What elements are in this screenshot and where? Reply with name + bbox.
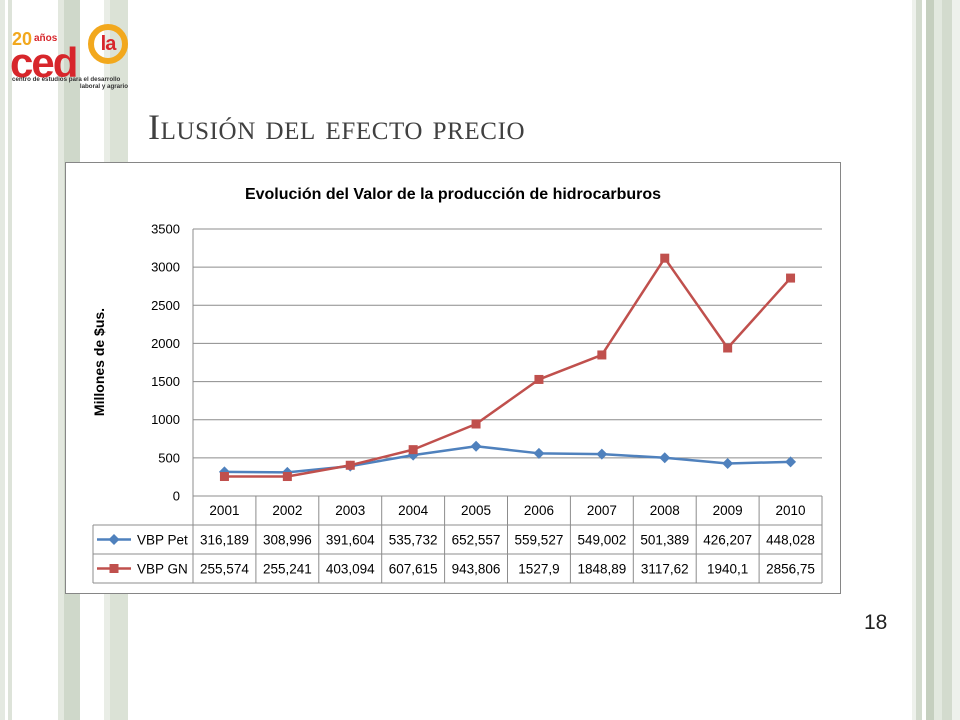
- data-point-vbp-pet: [785, 456, 797, 468]
- chart-container: Evolución del Valor de la producción de …: [65, 162, 841, 594]
- data-table-cell-vbp-gn: 2856,75: [766, 562, 815, 577]
- y-tick-label: 500: [158, 450, 180, 465]
- data-point-vbp-gn: [408, 445, 418, 455]
- x-category-label: 2003: [335, 503, 365, 518]
- legend-marker-vbp-gn: [109, 564, 119, 573]
- slide-title: Ilusión del efecto precio: [148, 107, 526, 147]
- data-table-cell-vbp-pet: 316,189: [200, 533, 249, 548]
- data-table-cell-vbp-pet: 448,028: [766, 533, 815, 548]
- data-table-cell-vbp-pet: 426,207: [703, 533, 752, 548]
- y-tick-label: 2000: [151, 336, 180, 351]
- data-point-vbp-gn: [597, 350, 607, 360]
- data-table-cell-vbp-pet: 559,527: [515, 533, 564, 548]
- data-table-cell-vbp-gn: 255,241: [263, 562, 312, 577]
- data-point-vbp-gn: [786, 273, 796, 283]
- data-point-vbp-gn: [282, 472, 292, 482]
- right-decorative-stripes: [912, 0, 960, 720]
- logo-years-word: años: [34, 33, 58, 44]
- data-table-cell-vbp-gn: 943,806: [452, 562, 501, 577]
- page-number: 18: [864, 611, 888, 634]
- logo-tagline-line1: centro de estudios para el desarrollo: [12, 76, 121, 83]
- y-tick-label: 3500: [151, 222, 180, 237]
- data-table-cell-vbp-pet: 501,389: [640, 533, 689, 548]
- logo-ring-icon: la: [88, 24, 128, 64]
- data-table-cell-vbp-gn: 1848,89: [577, 562, 626, 577]
- data-table-cell-vbp-gn: 255,574: [200, 562, 249, 577]
- data-point-vbp-gn: [345, 460, 355, 470]
- legend-label-vbp-gn: VBP GN: [137, 562, 188, 577]
- logo-years-number: 20: [12, 29, 33, 49]
- x-category-label: 2004: [398, 503, 429, 518]
- x-category-label: 2009: [713, 503, 743, 518]
- data-point-vbp-pet: [533, 447, 545, 459]
- x-category-label: 2005: [461, 503, 491, 518]
- logo-tagline-line2: laboral y agrario: [79, 83, 128, 90]
- data-table-cell-vbp-pet: 308,996: [263, 533, 312, 548]
- data-table-cell-vbp-gn: 607,615: [389, 562, 438, 577]
- data-point-vbp-pet: [659, 452, 671, 464]
- data-table-cell-vbp-gn: 3117,62: [641, 562, 689, 577]
- data-table-cell-vbp-gn: 1527,9: [518, 562, 559, 577]
- data-table-cell-vbp-pet: 549,002: [577, 533, 626, 548]
- x-category-label: 2008: [650, 503, 680, 518]
- data-point-vbp-gn: [219, 472, 229, 482]
- logo-brand-mark: la: [100, 33, 117, 55]
- x-category-label: 2006: [524, 503, 554, 518]
- x-category-label: 2001: [209, 503, 239, 518]
- chart-title: Evolución del Valor de la producción de …: [245, 186, 661, 203]
- line-chart: Evolución del Valor de la producción de …: [91, 186, 823, 584]
- data-point-vbp-gn: [660, 253, 670, 263]
- series-line-vbp-pet: [224, 444, 791, 474]
- x-category-label: 2007: [587, 503, 617, 518]
- y-tick-label: 2500: [151, 298, 180, 313]
- data-point-vbp-pet: [596, 448, 608, 460]
- data-table-cell-vbp-pet: 652,557: [452, 533, 501, 548]
- cedla-logo: 20 años ced la centro de estudios para e…: [10, 20, 132, 92]
- data-point-vbp-gn: [471, 419, 481, 429]
- y-tick-label: 1500: [151, 374, 180, 389]
- data-point-vbp-pet: [470, 440, 482, 452]
- y-axis-title: Millones de $us.: [91, 308, 107, 416]
- legend-marker-vbp-pet: [108, 534, 120, 545]
- data-table-cell-vbp-gn: 403,094: [326, 562, 375, 577]
- y-tick-label: 1000: [151, 412, 180, 427]
- legend-label-vbp-pet: VBP Pet: [137, 533, 188, 548]
- x-category-label: 2002: [272, 503, 302, 518]
- y-tick-label: 3000: [151, 260, 180, 275]
- data-point-vbp-pet: [722, 457, 734, 469]
- data-point-vbp-gn: [723, 343, 733, 353]
- data-table-cell-vbp-pet: 535,732: [389, 533, 438, 548]
- series-line-vbp-gn: [224, 256, 792, 478]
- logo-brand-text: ced: [10, 39, 78, 86]
- data-point-vbp-gn: [534, 374, 544, 384]
- x-category-label: 2010: [776, 503, 806, 518]
- data-table-cell-vbp-pet: 391,604: [326, 533, 375, 548]
- data-table-cell-vbp-gn: 1940,1: [707, 562, 748, 577]
- y-tick-label: 0: [173, 489, 180, 504]
